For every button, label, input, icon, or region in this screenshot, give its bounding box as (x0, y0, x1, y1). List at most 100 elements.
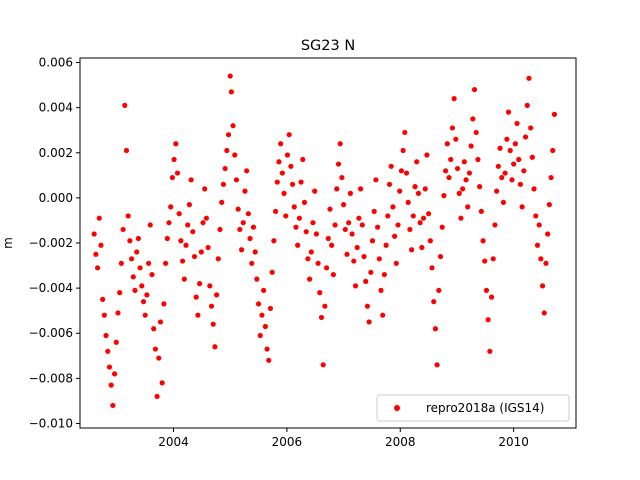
data-point (295, 242, 301, 248)
data-point (509, 177, 515, 183)
data-point (449, 125, 456, 131)
data-point (545, 231, 551, 237)
data-point (300, 156, 306, 163)
data-point (137, 265, 143, 271)
data-point (222, 165, 228, 172)
data-point (205, 244, 211, 251)
data-point (257, 332, 263, 339)
data-point (480, 238, 486, 244)
data-point (454, 165, 461, 172)
data-point (456, 190, 462, 196)
data-point (349, 231, 355, 237)
data-point (301, 199, 308, 205)
data-point (203, 215, 210, 221)
data-point (128, 256, 135, 262)
data-point (279, 170, 285, 176)
data-point (403, 170, 410, 176)
data-point (443, 168, 449, 174)
data-point (101, 312, 107, 318)
data-point (230, 123, 236, 129)
data-point (357, 186, 364, 192)
data-point (220, 181, 227, 187)
data-point (531, 186, 537, 192)
data-point (528, 125, 534, 131)
data-point (232, 152, 238, 158)
data-point (108, 382, 114, 388)
data-point (317, 290, 323, 296)
data-point (346, 220, 352, 226)
data-point (378, 287, 384, 293)
data-point (271, 238, 277, 244)
data-point (366, 319, 372, 325)
data-point (400, 147, 406, 154)
data-point (335, 161, 342, 167)
data-point (259, 312, 265, 318)
y-tick-label: 0.000 (39, 191, 73, 205)
data-point (488, 294, 495, 300)
data-point (147, 222, 153, 228)
data-point (420, 215, 427, 221)
data-point (492, 222, 498, 228)
data-point (536, 222, 542, 228)
data-point (169, 174, 175, 181)
data-point (310, 220, 316, 226)
data-point (139, 283, 145, 289)
data-point (393, 260, 399, 266)
data-point (429, 265, 435, 271)
data-point (312, 188, 318, 194)
data-point (339, 174, 345, 181)
data-point (368, 269, 374, 275)
data-point (132, 287, 138, 293)
data-point (303, 229, 309, 235)
data-point (522, 134, 529, 140)
data-point (325, 235, 331, 242)
data-point (191, 253, 198, 260)
data-point (281, 190, 287, 196)
data-point (262, 323, 268, 330)
data-point (385, 213, 391, 219)
data-point (397, 188, 403, 194)
data-point (247, 235, 253, 242)
data-point (145, 260, 152, 266)
data-point (308, 249, 314, 255)
data-point (195, 312, 201, 318)
data-point (352, 283, 359, 289)
data-point (375, 224, 381, 230)
data-point (451, 96, 457, 102)
x-tick-label: 2006 (272, 435, 303, 449)
data-point (245, 211, 251, 217)
data-point (441, 193, 447, 199)
data-point (361, 253, 367, 260)
data-point (511, 161, 517, 167)
y-axis-label: m (1, 237, 15, 249)
data-point (296, 215, 302, 221)
data-point (284, 152, 291, 158)
data-point (318, 314, 325, 321)
data-point (166, 220, 172, 226)
data-point (473, 129, 479, 136)
x-tick-label: 2004 (158, 435, 189, 449)
data-point (427, 238, 433, 244)
data-point (151, 326, 157, 332)
data-point (505, 109, 512, 115)
data-point (458, 215, 464, 221)
data-point (286, 132, 292, 138)
data-point (417, 220, 423, 226)
data-point (291, 204, 297, 210)
data-point (142, 312, 148, 318)
y-tick-label: 0.006 (39, 56, 73, 70)
data-point (521, 168, 527, 174)
data-point (548, 174, 554, 181)
data-point (219, 199, 225, 205)
data-point (315, 260, 321, 266)
data-point (485, 317, 491, 323)
data-point (383, 242, 389, 248)
data-point (111, 371, 118, 377)
data-point (340, 202, 347, 208)
data-point (298, 179, 304, 185)
data-point (533, 213, 539, 219)
data-point (252, 249, 258, 255)
data-point (144, 292, 150, 298)
data-point (538, 256, 544, 262)
data-point (388, 163, 394, 169)
